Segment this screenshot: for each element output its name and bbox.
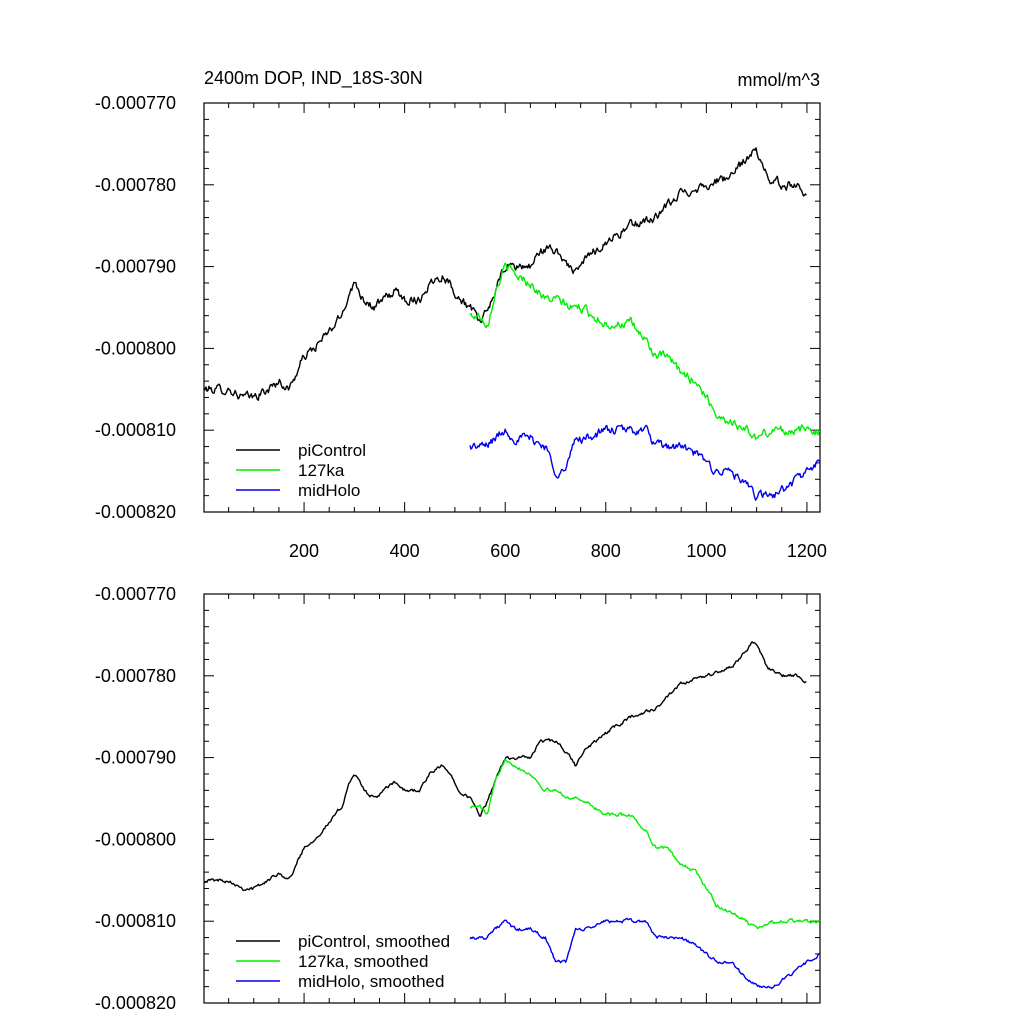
legend-label: 127ka, smoothed: [298, 952, 428, 971]
legend-label: midHolo: [298, 481, 360, 500]
panel-1-title: 2400m DOP, IND_18S-30N: [204, 68, 423, 89]
series-line-127ka: [469, 262, 821, 440]
y-tick-label: -0.000800: [95, 829, 176, 849]
y-tick-label: -0.000790: [95, 748, 176, 768]
x-tick-label: 800: [591, 541, 621, 561]
y-tick-label: -0.000770: [95, 584, 176, 604]
legend-label: 127ka: [298, 461, 345, 480]
y-tick-label: -0.000810: [95, 911, 176, 931]
x-tick-label: 200: [289, 541, 319, 561]
plot-frame: [203, 102, 821, 513]
legend-label: piControl, smoothed: [298, 932, 450, 951]
series-line-picontrol: [203, 147, 807, 401]
panel-2-plot: -0.000770 -0.000780 -0.000790 -0.000800 -0.0…: [95, 584, 821, 1013]
series-line-127ka-smoothed: [469, 758, 821, 930]
y-tick-label: -0.000770: [95, 93, 176, 113]
y-tick-label: -0.000790: [95, 257, 176, 277]
y-tick-label: -0.000810: [95, 420, 176, 440]
x-tick-label: 600: [490, 541, 520, 561]
legend-label: piControl: [298, 441, 366, 460]
plot-frame: [203, 593, 821, 1004]
y-tick-label: -0.000780: [95, 666, 176, 686]
series-line-midholo-smoothed: [469, 917, 821, 990]
y-tick-label: -0.000820: [95, 502, 176, 522]
y-tick-label: -0.000800: [95, 338, 176, 358]
panel-1-plot: -0.000770 -0.000780 -0.000790 -0.000800 -0.0…: [95, 93, 827, 561]
legend-label: midHolo, smoothed: [298, 972, 444, 991]
panel-1-units: mmol/m^3: [738, 70, 820, 90]
x-tick-label: 1200: [787, 541, 827, 561]
x-tick-label: 1000: [686, 541, 726, 561]
x-tick-label: 400: [390, 541, 420, 561]
y-tick-label: -0.000780: [95, 175, 176, 195]
series-line-midholo: [469, 424, 821, 501]
y-tick-label: -0.000820: [95, 993, 176, 1013]
